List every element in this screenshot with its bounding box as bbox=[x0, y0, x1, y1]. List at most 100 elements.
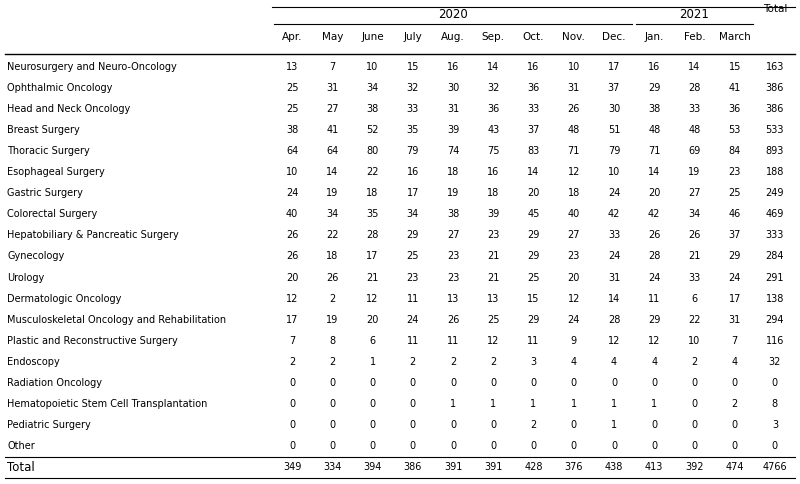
Text: 27: 27 bbox=[326, 104, 338, 114]
Text: 7: 7 bbox=[731, 336, 738, 346]
Text: 0: 0 bbox=[410, 378, 416, 388]
Text: 0: 0 bbox=[450, 441, 456, 452]
Text: 19: 19 bbox=[326, 188, 338, 198]
Text: Ophthalmic Oncology: Ophthalmic Oncology bbox=[7, 83, 112, 92]
Text: 394: 394 bbox=[363, 462, 382, 472]
Text: 474: 474 bbox=[726, 462, 744, 472]
Text: 2: 2 bbox=[731, 399, 738, 409]
Text: 20: 20 bbox=[648, 188, 660, 198]
Text: 22: 22 bbox=[688, 315, 701, 325]
Text: 13: 13 bbox=[487, 294, 499, 303]
Text: 0: 0 bbox=[691, 399, 698, 409]
Text: 20: 20 bbox=[567, 272, 580, 283]
Text: 40: 40 bbox=[568, 209, 580, 219]
Text: Radiation Oncology: Radiation Oncology bbox=[7, 378, 102, 388]
Text: 17: 17 bbox=[729, 294, 741, 303]
Text: 14: 14 bbox=[326, 167, 338, 177]
Text: 12: 12 bbox=[366, 294, 378, 303]
Text: 0: 0 bbox=[570, 420, 577, 430]
Text: 34: 34 bbox=[406, 209, 419, 219]
Text: Gastric Surgery: Gastric Surgery bbox=[7, 188, 83, 198]
Text: 0: 0 bbox=[330, 399, 335, 409]
Text: 391: 391 bbox=[444, 462, 462, 472]
Text: 10: 10 bbox=[286, 167, 298, 177]
Text: 28: 28 bbox=[648, 252, 660, 261]
Text: 46: 46 bbox=[729, 209, 741, 219]
Text: 6: 6 bbox=[370, 336, 376, 346]
Text: 43: 43 bbox=[487, 125, 499, 135]
Text: 2: 2 bbox=[530, 420, 537, 430]
Text: 14: 14 bbox=[648, 167, 660, 177]
Text: 19: 19 bbox=[447, 188, 459, 198]
Text: March: March bbox=[718, 32, 750, 42]
Text: 3: 3 bbox=[772, 420, 778, 430]
Text: 52: 52 bbox=[366, 125, 379, 135]
Text: 36: 36 bbox=[527, 83, 540, 92]
Text: 48: 48 bbox=[648, 125, 660, 135]
Text: 23: 23 bbox=[567, 252, 580, 261]
Text: 15: 15 bbox=[406, 61, 419, 72]
Text: Total: Total bbox=[762, 4, 787, 14]
Text: Hepatobiliary & Pancreatic Surgery: Hepatobiliary & Pancreatic Surgery bbox=[7, 230, 178, 241]
Text: 33: 33 bbox=[688, 104, 701, 114]
Text: Breast Surgery: Breast Surgery bbox=[7, 125, 80, 135]
Text: Thoracic Surgery: Thoracic Surgery bbox=[7, 146, 90, 156]
Text: 25: 25 bbox=[527, 272, 540, 283]
Text: 20: 20 bbox=[286, 272, 298, 283]
Text: 22: 22 bbox=[326, 230, 338, 241]
Text: 25: 25 bbox=[487, 315, 499, 325]
Text: 39: 39 bbox=[447, 125, 459, 135]
Text: 0: 0 bbox=[370, 378, 376, 388]
Text: 25: 25 bbox=[286, 83, 298, 92]
Text: 0: 0 bbox=[731, 378, 738, 388]
Text: 2: 2 bbox=[330, 294, 335, 303]
Text: 13: 13 bbox=[286, 61, 298, 72]
Text: 10: 10 bbox=[608, 167, 620, 177]
Text: 15: 15 bbox=[527, 294, 540, 303]
Text: 0: 0 bbox=[289, 420, 295, 430]
Text: 53: 53 bbox=[729, 125, 741, 135]
Text: 12: 12 bbox=[487, 336, 499, 346]
Text: 0: 0 bbox=[289, 441, 295, 452]
Text: 14: 14 bbox=[688, 61, 701, 72]
Text: 33: 33 bbox=[406, 104, 419, 114]
Text: 38: 38 bbox=[648, 104, 660, 114]
Text: Plastic and Reconstructive Surgery: Plastic and Reconstructive Surgery bbox=[7, 336, 178, 346]
Text: 1: 1 bbox=[651, 399, 658, 409]
Text: 21: 21 bbox=[487, 252, 499, 261]
Text: 0: 0 bbox=[651, 378, 658, 388]
Text: 10: 10 bbox=[366, 61, 378, 72]
Text: 37: 37 bbox=[729, 230, 741, 241]
Text: 18: 18 bbox=[447, 167, 459, 177]
Text: 438: 438 bbox=[605, 462, 623, 472]
Text: 25: 25 bbox=[286, 104, 298, 114]
Text: 413: 413 bbox=[645, 462, 663, 472]
Text: Gynecology: Gynecology bbox=[7, 252, 64, 261]
Text: 0: 0 bbox=[530, 378, 537, 388]
Text: 23: 23 bbox=[447, 272, 459, 283]
Text: 249: 249 bbox=[766, 188, 784, 198]
Text: 18: 18 bbox=[326, 252, 338, 261]
Text: 14: 14 bbox=[487, 61, 499, 72]
Text: May: May bbox=[322, 32, 343, 42]
Text: 428: 428 bbox=[524, 462, 542, 472]
Text: 11: 11 bbox=[648, 294, 660, 303]
Text: 79: 79 bbox=[406, 146, 419, 156]
Text: 1: 1 bbox=[370, 357, 376, 367]
Text: 0: 0 bbox=[530, 441, 537, 452]
Text: 16: 16 bbox=[527, 61, 540, 72]
Text: 0: 0 bbox=[731, 420, 738, 430]
Text: 41: 41 bbox=[729, 83, 741, 92]
Text: 35: 35 bbox=[366, 209, 378, 219]
Text: 1: 1 bbox=[611, 399, 617, 409]
Text: 0: 0 bbox=[330, 378, 335, 388]
Text: Total: Total bbox=[7, 461, 34, 474]
Text: 25: 25 bbox=[406, 252, 419, 261]
Text: 29: 29 bbox=[527, 252, 540, 261]
Text: 84: 84 bbox=[729, 146, 741, 156]
Text: 36: 36 bbox=[487, 104, 499, 114]
Text: 386: 386 bbox=[404, 462, 422, 472]
Text: Oct.: Oct. bbox=[522, 32, 544, 42]
Text: 26: 26 bbox=[648, 230, 660, 241]
Text: 138: 138 bbox=[766, 294, 784, 303]
